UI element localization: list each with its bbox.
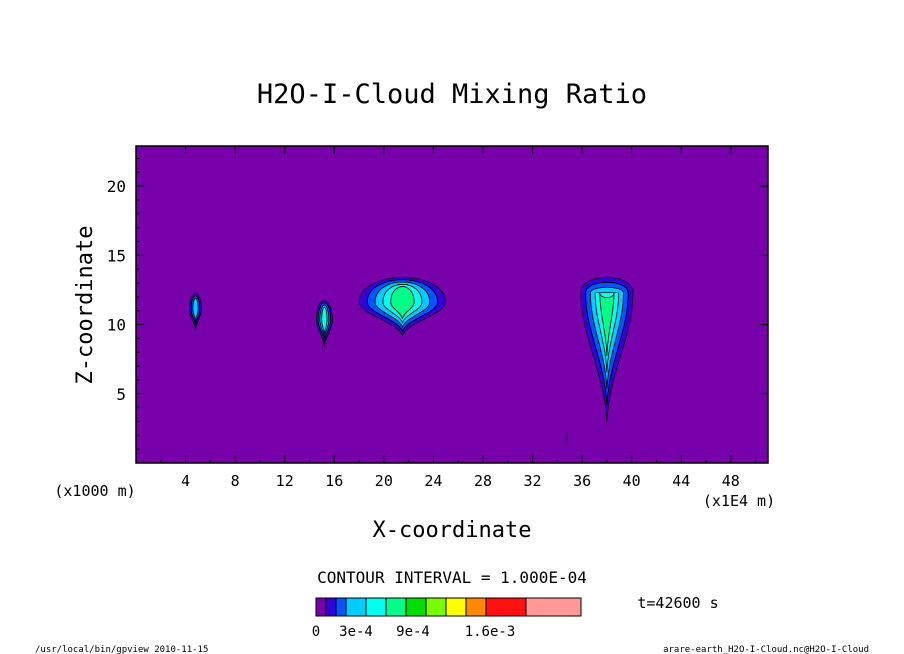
colorbar-swatch — [485, 597, 527, 617]
colorbar — [315, 597, 582, 617]
colorbar-swatch — [345, 597, 367, 617]
x-tick-label: 36 — [573, 472, 591, 490]
contour-level — [192, 297, 199, 322]
x-axis-label: X-coordinate — [373, 518, 532, 543]
colorbar-swatch — [405, 597, 427, 617]
colorbar-label: 9e-4 — [396, 624, 430, 640]
contour-level — [599, 292, 615, 357]
x-tick-label: 8 — [231, 472, 240, 490]
x-tick-label: 40 — [623, 472, 641, 490]
y-tick-label: 10 — [107, 316, 126, 335]
cloud-feature — [580, 276, 634, 422]
x-units-label: (x1E4 m) — [703, 492, 775, 510]
footer-left: /usr/local/bin/gpview 2010-11-15 — [35, 645, 208, 654]
footer-right: arare-earth_H2O-I-Cloud.nc@H2O-I-Cloud — [663, 645, 869, 654]
colorbar-labels: 0 3e-4 9e-4 1.6e-3 — [312, 624, 516, 640]
time-label: t=42600 s — [637, 594, 718, 612]
y-axis-label: Z-coordinate — [73, 226, 98, 385]
plot-frame — [135, 145, 769, 464]
colorbar-label: 1.6e-3 — [465, 624, 516, 640]
cloud-contours — [189, 276, 634, 443]
y-tick-label: 15 — [107, 246, 126, 265]
y-units-label: (x1000 m) — [54, 482, 135, 500]
colorbar-swatch — [365, 597, 387, 617]
contour-level — [321, 306, 328, 335]
y-ticks: 5 10 15 20 — [107, 157, 768, 450]
x-tick-label: 12 — [276, 472, 294, 490]
y-tick-label: 20 — [107, 177, 126, 196]
x-tick-label: 48 — [722, 472, 740, 490]
contour-artifact — [565, 432, 569, 443]
colorbar-swatch — [425, 597, 447, 617]
x-ticks: 4 8 12 16 20 24 28 32 36 40 44 48 — [160, 146, 757, 490]
plot-area — [136, 146, 768, 463]
x-tick-label: 44 — [672, 472, 690, 490]
colorbar-swatch — [325, 597, 337, 617]
x-tick-label: 28 — [474, 472, 492, 490]
x-tick-label: 20 — [375, 472, 393, 490]
colorbar-swatch — [525, 597, 582, 617]
colorbar-swatch — [315, 597, 327, 617]
cloud-feature — [315, 300, 333, 347]
cloud-feature — [359, 277, 446, 337]
colorbar-swatch — [445, 597, 467, 617]
colorbar-label: 0 — [312, 624, 320, 640]
colorbar-swatch — [465, 597, 487, 617]
contour-interval-label: CONTOUR INTERVAL = 1.000E-04 — [317, 568, 587, 587]
contour-level — [390, 286, 415, 319]
chart-title: H2O-I-Cloud Mixing Ratio — [257, 79, 647, 110]
x-tick-label: 4 — [181, 472, 190, 490]
x-tick-label: 32 — [524, 472, 542, 490]
colorbar-swatch — [385, 597, 407, 617]
colorbar-label: 3e-4 — [339, 624, 373, 640]
x-tick-label: 16 — [325, 472, 343, 490]
cloud-feature — [189, 293, 202, 331]
colorbar-swatch — [335, 597, 347, 617]
y-tick-label: 5 — [116, 385, 126, 404]
x-tick-label: 24 — [424, 472, 442, 490]
